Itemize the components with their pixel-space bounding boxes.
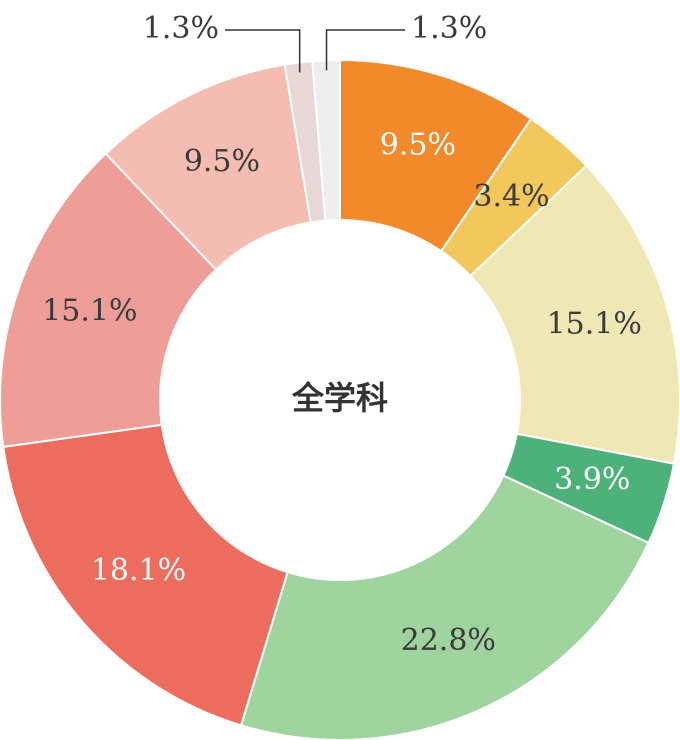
donut-slice-6 [2, 423, 289, 727]
donut-slice-7 [0, 152, 218, 448]
donut-slice-3 [469, 164, 680, 465]
slice-label-2: 3.4% [473, 179, 549, 214]
slice-label-9: 1.3% [143, 11, 219, 46]
callout-line-9 [225, 29, 301, 73]
slice-label-10: 1.3% [411, 11, 487, 46]
callout-line-10 [325, 29, 405, 71]
slice-labels: 9.5% 3.4% 15.1% 3.9% 22.8% 18.1% 15.1% 9.5% 1.3%… [42, 11, 642, 658]
slice-label-6: 18.1% [91, 553, 186, 588]
callout-lines [225, 29, 405, 73]
slice-label-8: 9.5% [184, 144, 260, 179]
center-label: 全学科 [291, 379, 388, 417]
donut-slice-5 [239, 474, 650, 740]
donut-slice-10 [311, 58, 341, 222]
donut-slices [0, 58, 680, 740]
slice-label-3: 15.1% [547, 306, 642, 341]
slice-label-1: 9.5% [380, 128, 456, 163]
slice-label-5: 22.8% [401, 623, 496, 658]
slice-label-4: 3.9% [554, 462, 630, 497]
slice-label-7: 15.1% [42, 294, 137, 329]
